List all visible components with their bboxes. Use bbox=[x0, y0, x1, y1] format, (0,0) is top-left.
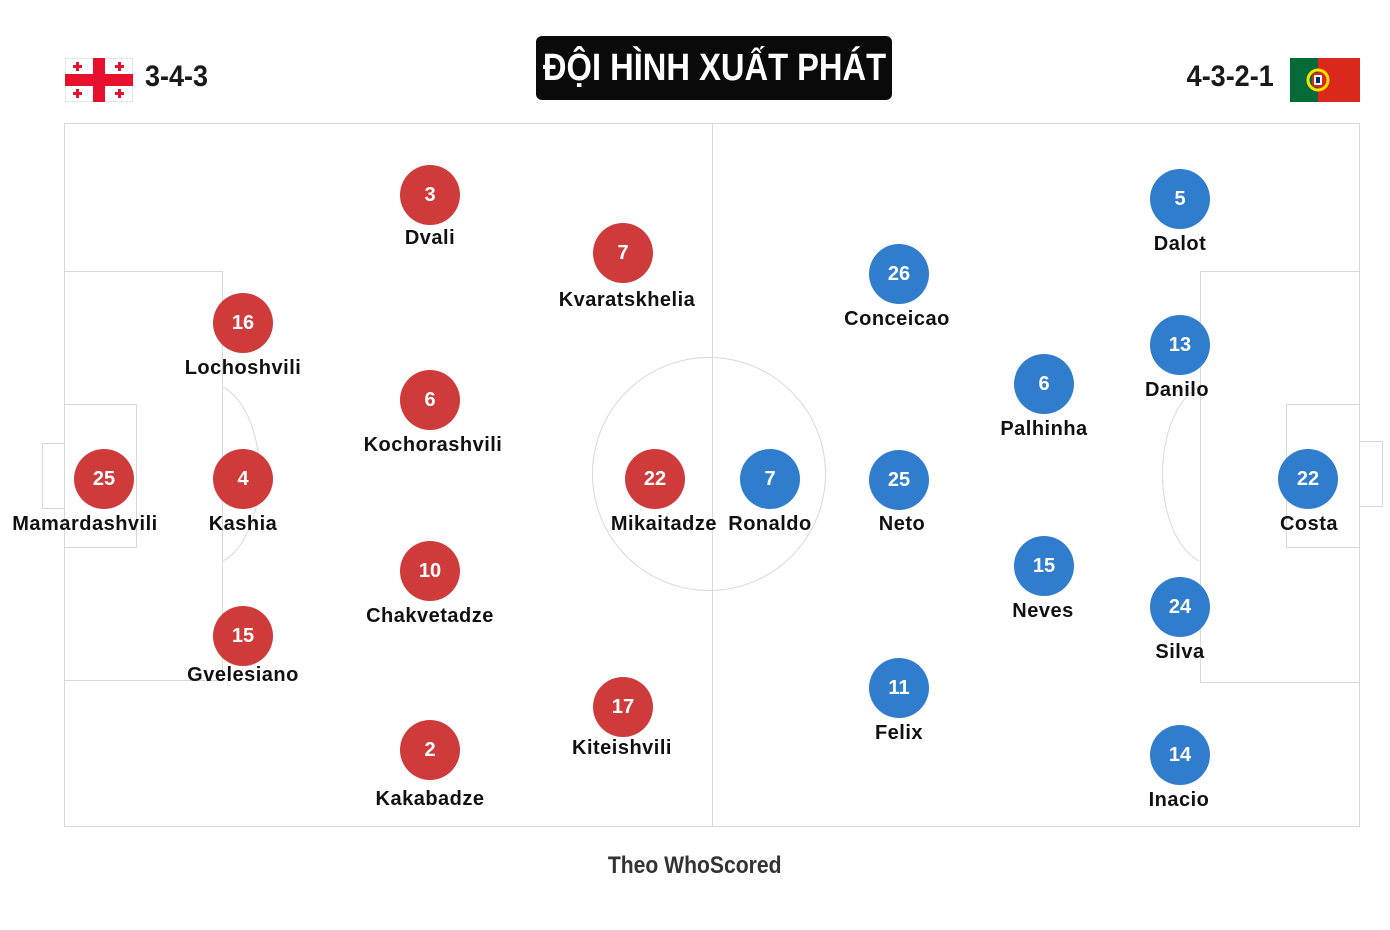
player-name: Palhinha bbox=[1000, 418, 1088, 440]
player-number-badge: 14 bbox=[1150, 725, 1210, 785]
player-number-badge: 4 bbox=[213, 449, 273, 509]
player-name: Ronaldo bbox=[728, 513, 812, 535]
home-formation: 3-4-3 bbox=[145, 60, 209, 93]
player-number-badge: 15 bbox=[1014, 536, 1074, 596]
page-title: ĐỘI HÌNH XUẤT PHÁT bbox=[542, 46, 886, 89]
player-name: Conceicao bbox=[844, 308, 950, 330]
player-number-badge: 24 bbox=[1150, 577, 1210, 637]
player-name: Felix bbox=[874, 722, 924, 744]
player-name: Lochoshvili bbox=[184, 357, 302, 379]
player-name: Dvali bbox=[404, 227, 456, 249]
player-number-badge: 25 bbox=[869, 450, 929, 510]
player-number-badge: 2 bbox=[400, 720, 460, 780]
player-number-badge: 25 bbox=[74, 449, 134, 509]
player-number-badge: 11 bbox=[869, 658, 929, 718]
player-number-badge: 13 bbox=[1150, 315, 1210, 375]
player-name: Mamardashvili bbox=[12, 513, 158, 535]
player-name: Danilo bbox=[1144, 379, 1210, 401]
page-title-box: ĐỘI HÌNH XUẤT PHÁT bbox=[536, 36, 892, 100]
center-circle bbox=[592, 357, 826, 591]
player-name: Kvaratskhelia bbox=[558, 289, 696, 311]
player-number-badge: 6 bbox=[400, 370, 460, 430]
player-number-badge: 26 bbox=[869, 244, 929, 304]
player-number-badge: 3 bbox=[400, 165, 460, 225]
player-name: Kochorashvili bbox=[363, 434, 503, 456]
player-number-badge: 7 bbox=[740, 449, 800, 509]
player-name: Kashia bbox=[208, 513, 278, 535]
player-name: Chakvetadze bbox=[366, 605, 494, 627]
player-name: Neves bbox=[1012, 600, 1074, 622]
right-goal bbox=[1360, 441, 1383, 507]
player-name: Mikaitadze bbox=[610, 513, 717, 535]
source-credit: Theo WhoScored bbox=[0, 852, 1390, 880]
player-number-badge: 7 bbox=[593, 223, 653, 283]
player-number-badge: 5 bbox=[1150, 169, 1210, 229]
player-number-badge: 15 bbox=[213, 606, 273, 666]
player-name: Dalot bbox=[1153, 233, 1207, 255]
player-name: Silva bbox=[1155, 641, 1205, 663]
player-number-badge: 22 bbox=[625, 449, 685, 509]
player-number-badge: 10 bbox=[400, 541, 460, 601]
player-number-badge: 22 bbox=[1278, 449, 1338, 509]
left-goal-box bbox=[64, 404, 137, 548]
player-name: Kiteishvili bbox=[572, 737, 672, 759]
georgia-flag-icon bbox=[64, 57, 134, 103]
player-name: Gvelesiano bbox=[187, 664, 299, 686]
player-name: Inacio bbox=[1148, 789, 1210, 811]
away-formation: 4-3-2-1 bbox=[1186, 60, 1274, 93]
right-penalty-box bbox=[1200, 271, 1359, 683]
player-number-badge: 17 bbox=[593, 677, 653, 737]
player-name: Kakabadze bbox=[375, 788, 485, 810]
source-text: Theo WhoScored bbox=[608, 852, 782, 879]
left-goal bbox=[42, 443, 65, 509]
player-number-badge: 16 bbox=[213, 293, 273, 353]
portugal-flag-icon bbox=[1290, 58, 1360, 102]
player-name: Neto bbox=[878, 513, 926, 535]
player-name: Costa bbox=[1279, 513, 1339, 535]
player-number-badge: 6 bbox=[1014, 354, 1074, 414]
